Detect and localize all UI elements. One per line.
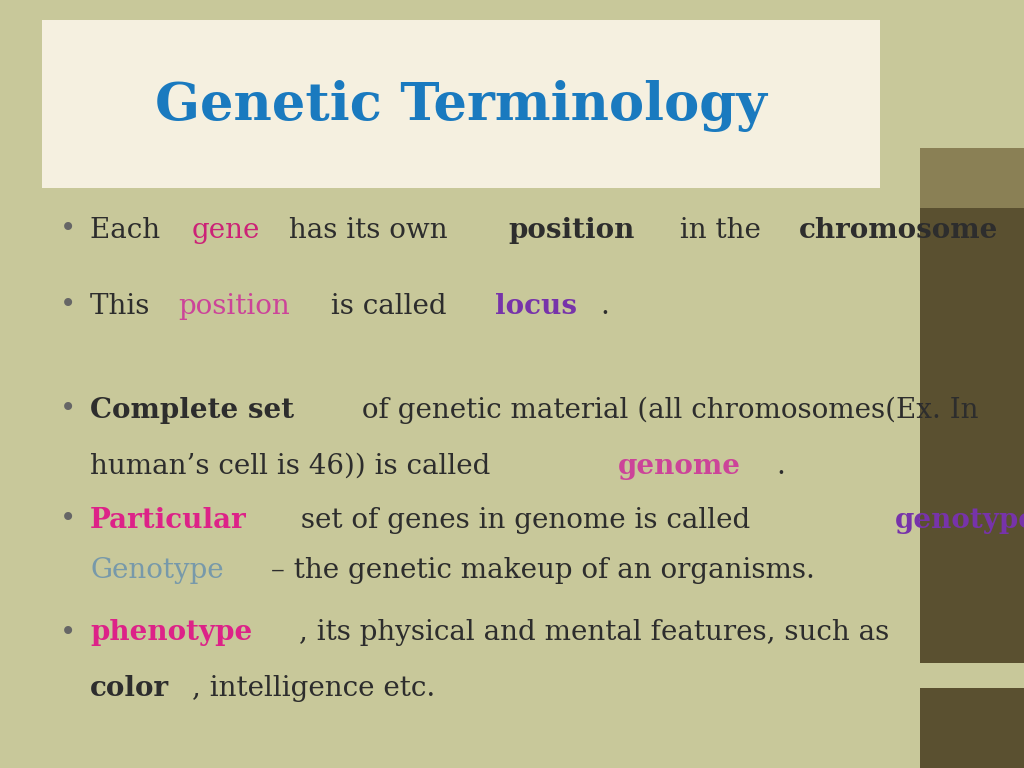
Text: gene: gene	[191, 217, 260, 243]
Text: , its physical and mental features, such as: , its physical and mental features, such…	[299, 620, 898, 647]
Text: .: .	[777, 452, 785, 479]
Text: Genotype: Genotype	[90, 557, 223, 584]
Text: Particular: Particular	[90, 507, 247, 534]
Text: phenotype: phenotype	[90, 620, 252, 647]
Text: set of genes in genome is called: set of genes in genome is called	[292, 507, 760, 534]
Text: •: •	[59, 217, 76, 243]
Text: color: color	[90, 674, 169, 701]
Text: .: .	[600, 293, 609, 319]
Text: position: position	[508, 217, 634, 243]
Text: •: •	[59, 293, 76, 319]
Text: •: •	[59, 396, 76, 423]
Text: chromosome: chromosome	[799, 217, 997, 243]
Text: •: •	[59, 620, 76, 647]
Text: genome: genome	[618, 452, 741, 479]
Text: – the genetic makeup of an organisms.: – the genetic makeup of an organisms.	[262, 557, 815, 584]
Text: of genetic material (all chromosomes(Ex. In: of genetic material (all chromosomes(Ex.…	[353, 396, 979, 424]
Text: Complete set: Complete set	[90, 396, 294, 423]
Bar	[920, 688, 1024, 768]
Text: Genetic Terminology: Genetic Terminology	[155, 80, 767, 132]
Text: This: This	[90, 293, 159, 319]
Text: , intelligence etc.: , intelligence etc.	[193, 674, 435, 701]
Text: locus: locus	[495, 293, 577, 319]
Bar	[920, 208, 1024, 663]
Text: in the: in the	[671, 217, 770, 243]
FancyBboxPatch shape	[42, 20, 880, 188]
Text: position: position	[178, 293, 290, 319]
Text: •: •	[59, 507, 76, 534]
Text: is called: is called	[323, 293, 456, 319]
Text: genotype: genotype	[895, 507, 1024, 534]
Text: human’s cell is 46)) is called: human’s cell is 46)) is called	[90, 452, 500, 479]
Text: Each: Each	[90, 217, 169, 243]
Text: has its own: has its own	[281, 217, 457, 243]
Bar	[920, 148, 1024, 208]
